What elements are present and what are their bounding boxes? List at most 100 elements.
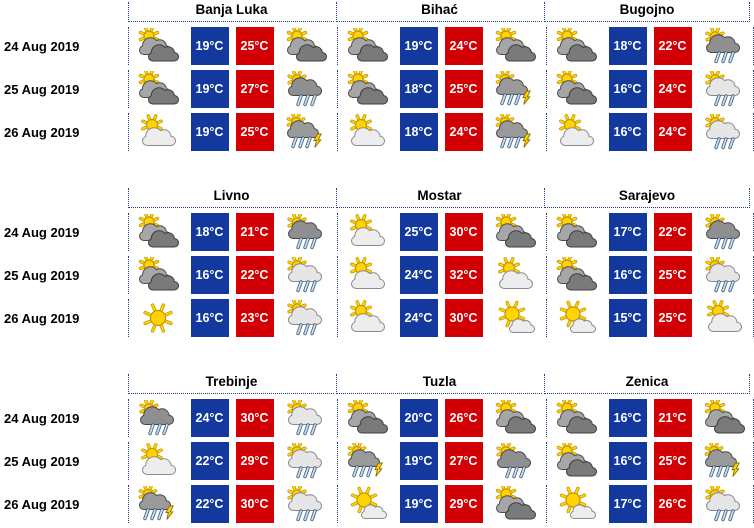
forecast-section: Trebinje Tuzla Zenica 24 Aug 2019 24°C 30°C 20… [0,374,754,523]
sun-rain-light-icon [277,400,335,436]
sun-rain-light-icon [277,257,335,293]
min-temp-cell: 24°C [396,299,441,337]
sun-storm-icon [695,443,753,479]
min-temp-cell: 18°C [396,113,441,151]
max-temp-cell: 25°C [650,299,695,337]
sun-cloud-icon [695,300,753,336]
max-temperature: 25°C [444,70,483,108]
min-temp-cell: 16°C [605,113,650,151]
min-temperature: 16°C [608,442,647,480]
sun-rain-icon [486,443,544,479]
min-temperature: 18°C [190,213,229,251]
max-temp-cell: 27°C [232,70,277,108]
sunny-icon [129,300,187,336]
forecast-row: 26 Aug 2019 22°C 30°C 19°C 29°C 17°C 26°C [0,485,754,523]
min-temp-cell: 16°C [605,256,650,294]
max-temperature: 30°C [444,299,483,337]
sun-clouds-icon [547,71,605,107]
sun-clouds-icon [338,28,396,64]
sun-rain-icon [695,28,753,64]
city-header-row: Livno Mostar Sarajevo [0,188,754,208]
max-temperature: 24°C [653,113,692,151]
min-temp-cell: 19°C [396,442,441,480]
min-temperature: 18°C [608,27,647,65]
date-label: 25 Aug 2019 [4,81,80,97]
max-temperature: 27°C [235,70,274,108]
max-temperature: 32°C [444,256,483,294]
min-temperature: 19°C [399,442,438,480]
min-temperature: 20°C [399,399,438,437]
sun-rain-light-icon [695,114,753,150]
forecast-row: 24 Aug 2019 18°C 21°C 25°C 30°C 17°C 22°C [0,213,754,251]
max-temperature: 23°C [235,299,274,337]
max-temperature: 22°C [653,213,692,251]
min-temp-cell: 19°C [396,27,441,65]
min-temp-cell: 15°C [605,299,650,337]
date-label: 24 Aug 2019 [4,224,80,240]
max-temperature: 22°C [653,27,692,65]
min-temp-cell: 18°C [605,27,650,65]
min-temp-cell: 16°C [605,70,650,108]
city-name: Bihać [336,2,542,22]
city-header-row: Trebinje Tuzla Zenica [0,374,754,394]
sun-clouds-icon [547,28,605,64]
min-temp-cell: 16°C [605,442,650,480]
max-temp-cell: 22°C [650,27,695,65]
max-temperature: 30°C [444,213,483,251]
max-temp-cell: 25°C [232,27,277,65]
max-temp-cell: 29°C [441,485,486,523]
min-temperature: 22°C [190,442,229,480]
max-temp-cell: 26°C [650,485,695,523]
sun-clouds-icon [486,400,544,436]
max-temperature: 25°C [235,113,274,151]
city-day-forecast: 19°C 29°C [337,485,544,523]
sun-clouds-icon [695,400,753,436]
city-day-forecast: 17°C 22°C [546,213,754,251]
city-day-forecast: 24°C 32°C [337,256,544,294]
sun-rain-light-icon [277,300,335,336]
max-temp-cell: 30°C [441,213,486,251]
city-day-forecast: 20°C 26°C [337,399,544,437]
mostly-sunny-icon [547,486,605,522]
sun-storm-icon [277,114,335,150]
min-temperature: 24°C [190,399,229,437]
sun-clouds-icon [486,486,544,522]
date-label: 26 Aug 2019 [4,496,80,512]
city-day-forecast: 18°C 22°C [546,27,754,65]
max-temp-cell: 25°C [232,113,277,151]
min-temp-cell: 24°C [396,256,441,294]
city-day-forecast: 16°C 23°C [128,299,335,337]
max-temperature: 29°C [235,442,274,480]
sun-clouds-icon [338,71,396,107]
min-temperature: 19°C [190,27,229,65]
sun-rain-light-icon [695,257,753,293]
date-label: 25 Aug 2019 [4,267,80,283]
sun-rain-light-icon [277,486,335,522]
max-temp-cell: 21°C [650,399,695,437]
forecast-row: 24 Aug 2019 24°C 30°C 20°C 26°C 16°C 21°C [0,399,754,437]
min-temperature: 18°C [399,113,438,151]
forecast-row: 26 Aug 2019 19°C 25°C 18°C 24°C 16°C 24°C [0,113,754,151]
min-temperature: 24°C [399,299,438,337]
min-temperature: 16°C [190,299,229,337]
min-temp-cell: 19°C [187,113,232,151]
city-name: Livno [128,188,334,208]
mostly-sunny-icon [547,300,605,336]
forecast-row: 25 Aug 2019 22°C 29°C 19°C 27°C 16°C 25°C [0,442,754,480]
min-temperature: 18°C [399,70,438,108]
min-temperature: 19°C [399,485,438,523]
max-temperature: 25°C [235,27,274,65]
max-temp-cell: 30°C [232,485,277,523]
sun-clouds-icon [129,214,187,250]
sun-rain-icon [695,214,753,250]
min-temperature: 17°C [608,213,647,251]
min-temperature: 16°C [608,399,647,437]
sun-rain-icon [129,400,187,436]
city-day-forecast: 19°C 25°C [128,27,335,65]
max-temperature: 24°C [653,70,692,108]
min-temperature: 16°C [608,256,647,294]
min-temperature: 25°C [399,213,438,251]
city-day-forecast: 19°C 27°C [128,70,335,108]
min-temperature: 15°C [608,299,647,337]
min-temp-cell: 22°C [187,485,232,523]
